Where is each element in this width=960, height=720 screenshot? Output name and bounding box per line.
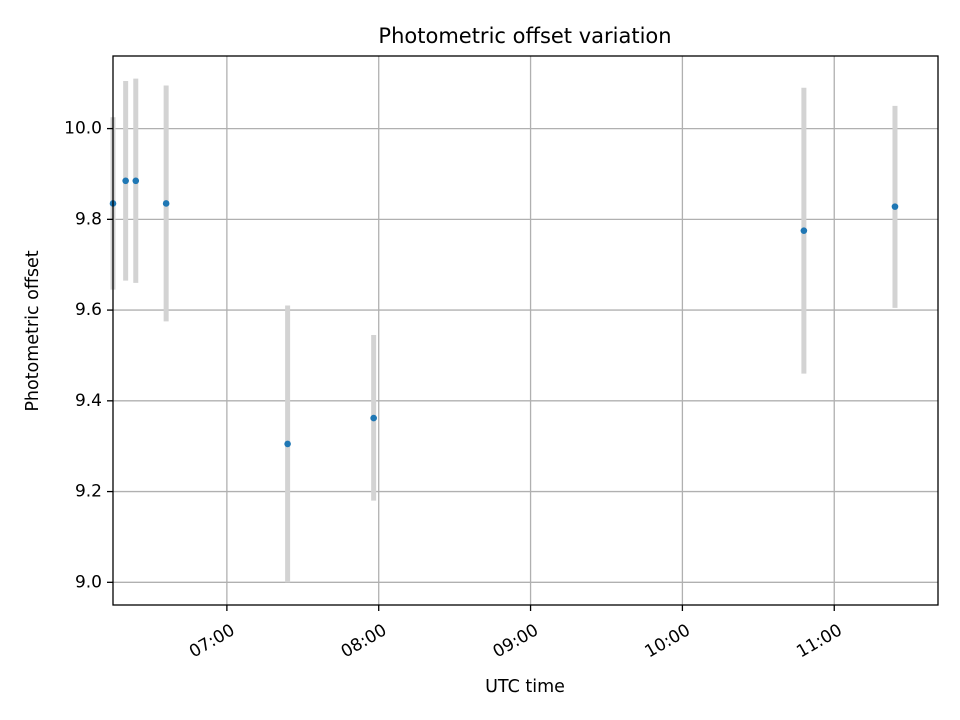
data-point	[370, 414, 377, 422]
data-point	[162, 200, 170, 207]
data-point	[122, 177, 129, 185]
plot-frame	[112, 55, 939, 606]
y-tick-label: 9.8	[75, 209, 102, 229]
y-tick-label: 9.6	[75, 300, 102, 320]
data-point	[132, 177, 140, 185]
grid	[113, 56, 938, 605]
data-point	[284, 440, 291, 448]
data-point	[800, 227, 808, 234]
data-point	[891, 203, 899, 210]
x-axis-label: UTC time	[485, 677, 565, 697]
chart-title: Photometric offset variation	[378, 24, 671, 48]
y-tick-label: 9.2	[75, 482, 102, 502]
y-axis-label: Photometric offset	[23, 250, 43, 411]
y-tick-label: 10.0	[64, 119, 102, 139]
data-points	[109, 177, 899, 448]
y-tick-label: 9.4	[75, 391, 102, 411]
y-tick-label: 9.0	[75, 572, 102, 592]
